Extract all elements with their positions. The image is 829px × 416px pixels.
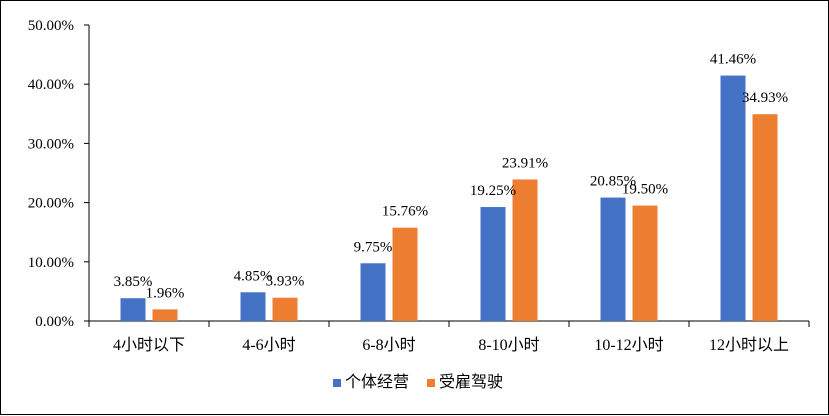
- data-label: 20.85%: [590, 174, 636, 190]
- x-tick-label: 4小时以下: [113, 336, 185, 354]
- bar-series1: [480, 207, 506, 321]
- data-label: 34.93%: [742, 90, 788, 106]
- data-label: 3.85%: [114, 274, 153, 290]
- data-label: 3.93%: [266, 274, 305, 290]
- legend-label: 受雇驾驶: [439, 373, 503, 391]
- data-label: 1.96%: [146, 285, 185, 301]
- x-tick-label: 6-8小时: [362, 336, 415, 354]
- y-tick-label: 0.00%: [35, 314, 74, 330]
- data-label: 23.91%: [502, 155, 548, 171]
- bar-series1: [720, 75, 746, 322]
- chart-axes: [88, 25, 809, 322]
- bar-series1: [360, 263, 386, 321]
- data-label: 19.50%: [622, 182, 668, 198]
- data-labels: 3.85% 4.85% 9.75% 19.25% 20.85% 41.46% 1.96% 3.…: [114, 52, 789, 302]
- x-tick-label: 8-10小时: [478, 336, 539, 354]
- bar-series2: [392, 227, 418, 321]
- bar-series1: [240, 292, 266, 321]
- y-tick-label: 20.00%: [28, 196, 74, 212]
- bar-series2: [632, 205, 658, 321]
- data-label: 9.75%: [354, 239, 393, 255]
- bar-series2: [152, 309, 178, 321]
- data-label: 41.46%: [710, 52, 756, 68]
- chart-bars: [120, 75, 778, 322]
- x-tick-label: 12小时以上: [709, 336, 789, 354]
- legend-swatch: [427, 379, 435, 387]
- x-tick-label: 4-6小时: [242, 336, 295, 354]
- y-axis-ticks: 0.00% 10.00% 20.00% 30.00% 40.00% 50.00%: [28, 18, 89, 330]
- bar-series2: [272, 297, 298, 321]
- x-tick-label: 10-12小时: [594, 336, 663, 354]
- y-tick-label: 10.00%: [28, 255, 74, 271]
- chart-legend: 个体经营 受雇驾驶: [333, 373, 503, 391]
- data-label: 4.85%: [234, 268, 273, 284]
- x-axis-ticks: 4小时以下 4-6小时 6-8小时 8-10小时 10-12小时 12小时以上: [88, 321, 810, 354]
- legend-label: 个体经营: [345, 373, 409, 391]
- data-label: 15.76%: [382, 204, 428, 220]
- bar-series1: [120, 298, 146, 321]
- bar-series2: [512, 179, 538, 321]
- bar-series2: [752, 114, 778, 321]
- y-tick-label: 50.00%: [28, 18, 74, 34]
- data-label: 19.25%: [470, 183, 516, 199]
- legend-swatch: [333, 379, 341, 387]
- y-tick-label: 40.00%: [28, 77, 74, 93]
- y-tick-label: 30.00%: [28, 136, 74, 152]
- bar-series1: [600, 197, 626, 321]
